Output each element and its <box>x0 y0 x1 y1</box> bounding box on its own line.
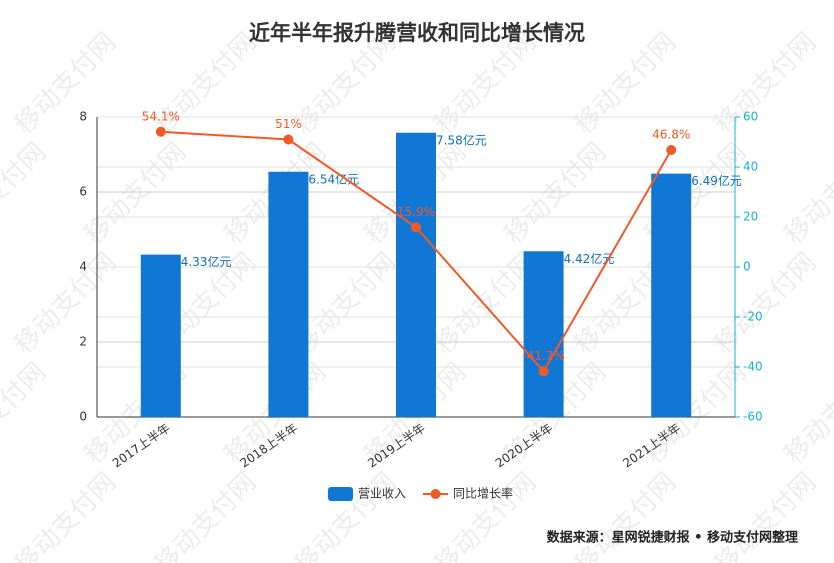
watermark: 移动支付网 <box>779 137 834 250</box>
y-tick-label: 2 <box>79 335 87 349</box>
watermark: 移动支付网 <box>79 137 192 250</box>
legend-swatch <box>430 489 441 499</box>
watermark: 移动支付网 <box>149 467 262 563</box>
watermark: 移动支付网 <box>779 357 834 470</box>
bar-value-label: 4.33亿元 <box>181 254 232 269</box>
legend-label: 营业收入 <box>358 487 406 501</box>
bar-value-label: 6.54亿元 <box>308 171 359 186</box>
bar <box>651 173 692 417</box>
watermark: 移动支付网 <box>149 27 262 140</box>
watermark: 移动支付网 <box>289 467 402 563</box>
line-point <box>155 126 166 137</box>
bar <box>268 171 309 417</box>
watermark: 移动支付网 <box>709 27 822 140</box>
y2-tick-label: -40 <box>743 360 763 374</box>
watermark: 移动支付网 <box>499 137 612 250</box>
watermark: 移动支付网 <box>0 357 52 470</box>
bar <box>523 251 564 417</box>
line-value-label: -41.7% <box>522 349 564 363</box>
line-point <box>411 222 421 233</box>
line-value-label: 51% <box>275 117 302 131</box>
watermark: 移动支付网 <box>569 27 682 140</box>
y2-tick-label: 60 <box>743 110 758 124</box>
y2-tick-label: 0 <box>743 260 751 274</box>
watermark: 移动支付网 <box>569 467 682 563</box>
line-point <box>283 134 294 145</box>
line-value-label: 15.9% <box>397 205 435 219</box>
legend-swatch <box>328 487 353 501</box>
watermark: 移动支付网 <box>429 467 542 563</box>
bar-value-label: 6.49亿元 <box>691 173 742 188</box>
line-value-label: 54.1% <box>142 109 180 123</box>
line-point <box>538 366 549 377</box>
y-tick-label: 0 <box>79 410 87 424</box>
y2-tick-label: 40 <box>743 160 758 174</box>
watermark: 移动支付网 <box>9 467 122 563</box>
bar <box>396 132 436 417</box>
watermark: 移动支付网 <box>709 467 822 563</box>
y-tick-label: 6 <box>79 185 87 199</box>
y2-tick-label: 20 <box>743 210 758 224</box>
watermark: 移动支付网 <box>9 247 122 360</box>
y-tick-label: 8 <box>79 110 87 124</box>
watermark: 移动支付网 <box>9 27 122 140</box>
y2-tick-label: -60 <box>743 410 763 424</box>
line-value-label: 46.8% <box>652 128 690 142</box>
bar-value-label: 7.58亿元 <box>436 132 487 147</box>
line-point <box>666 145 677 155</box>
bar-value-label: 4.42亿元 <box>564 251 615 266</box>
bar <box>140 254 181 417</box>
watermark: 移动支付网 <box>709 247 822 360</box>
y2-tick-label: -20 <box>743 310 763 324</box>
y-tick-label: 4 <box>79 260 87 274</box>
source-note: 数据来源：星网锐捷财报 • 移动支付网整理 <box>547 530 798 546</box>
watermark: 移动支付网 <box>0 137 52 250</box>
chart-title: 近年半年报升腾营收和同比增长情况 <box>249 21 585 45</box>
legend-label: 同比增长率 <box>453 486 513 501</box>
